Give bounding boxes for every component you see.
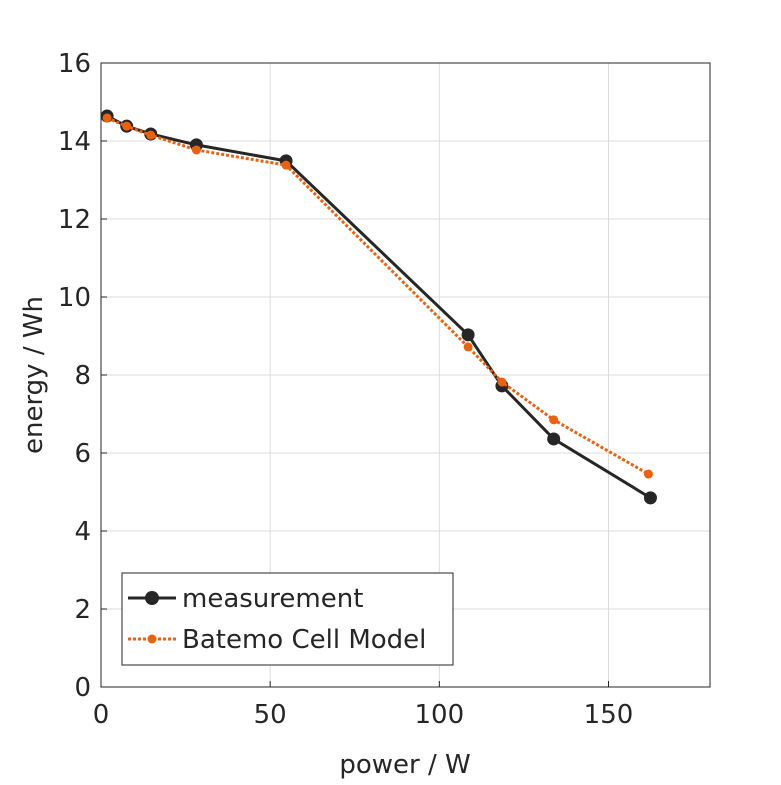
data-point-0 (461, 328, 475, 342)
series-line-0 (106, 114, 652, 500)
x-tick-label: 50 (254, 700, 287, 730)
data-point-1 (191, 145, 201, 155)
series-layer (100, 109, 657, 505)
legend: measurement Batemo Cell Model (121, 572, 454, 666)
y-tick-label: 4 (74, 517, 91, 547)
y-tick-label: 2 (74, 595, 91, 625)
y-tick-label: 6 (74, 439, 91, 469)
data-point-1 (549, 415, 559, 425)
x-tick-label: 0 (93, 700, 110, 730)
data-point-1 (122, 121, 132, 131)
legend-label-measurement: measurement (182, 584, 363, 614)
y-tick-label: 12 (58, 205, 91, 235)
data-point-1 (102, 113, 112, 123)
data-point-1 (146, 130, 156, 140)
y-tick-label: 0 (74, 673, 91, 703)
data-point-1 (463, 342, 473, 352)
tick-labels: 0 50 100 150 0 2 4 6 8 10 12 14 16 (58, 49, 633, 730)
y-tick-label: 10 (58, 283, 91, 313)
legend-label-model: Batemo Cell Model (182, 625, 426, 655)
x-tick-label: 100 (415, 700, 465, 730)
legend-box (121, 572, 454, 666)
y-tick-label: 16 (58, 49, 91, 79)
data-point-1 (497, 377, 507, 387)
y-tick-label: 14 (58, 127, 91, 157)
data-point-0 (547, 432, 561, 446)
y-axis-label: energy / Wh (19, 296, 49, 454)
x-tick-label: 150 (584, 700, 634, 730)
data-point-1 (643, 469, 653, 479)
data-point-0 (643, 491, 657, 505)
legend-marker-model (147, 634, 157, 644)
data-point-1 (281, 160, 291, 170)
x-axis-label: power / W (339, 750, 470, 780)
y-tick-label: 8 (74, 361, 91, 391)
legend-marker-measurement (145, 591, 159, 605)
series-line-1 (106, 116, 650, 476)
